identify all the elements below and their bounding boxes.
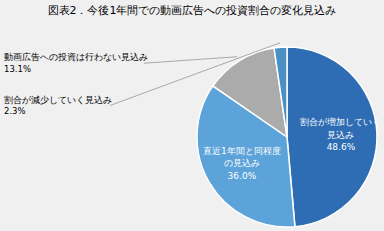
html-text:図表2．今後1年間での動画広告への投資割合の変化見込み: 図表2．今後1年間での動画広告への投資割合の変化見込み [47, 4, 337, 17]
svg-text:動画広告への投資は行わない見込み13.1%: 動画広告への投資は行わない見込み13.1% [4, 52, 148, 74]
svg-text:割合が減少していく見込み2.3%: 割合が減少していく見込み2.3% [4, 95, 112, 117]
svg-text:直近1年間と同程度の見込み36.0%: 直近1年間と同程度の見込み36.0% [203, 146, 281, 181]
svg-text:割合が増加していく見込み48.6%: 割合が増加していく見込み48.6% [300, 117, 381, 152]
